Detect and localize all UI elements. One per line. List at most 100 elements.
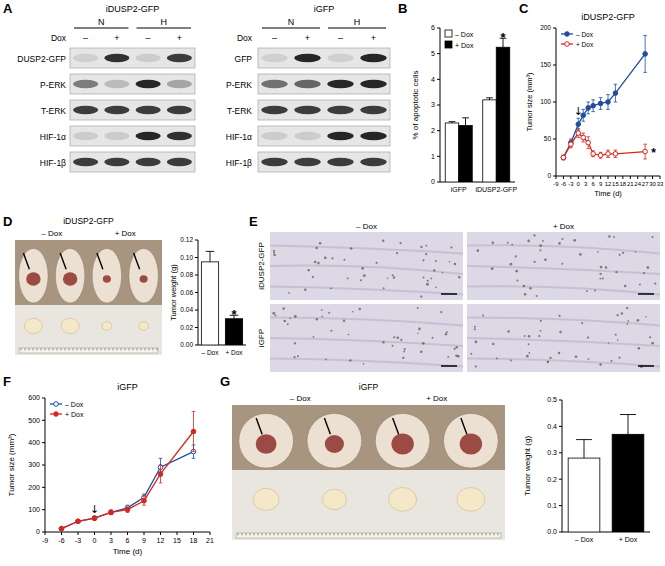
- tumor-in-situ: [26, 272, 40, 286]
- y-tick: [42, 509, 45, 510]
- marker: [606, 100, 611, 105]
- ruler-tick: [470, 533, 471, 536]
- ruler-tick: [494, 533, 495, 536]
- y-tick-label: 0.4: [547, 423, 557, 430]
- error-bar-cap: [569, 147, 573, 148]
- ruler-tick: [49, 348, 50, 351]
- error-bar: [576, 118, 580, 130]
- stained-nucleus: [599, 278, 601, 280]
- x-tick-label: iGFP: [451, 186, 467, 193]
- stained-nucleus: [458, 276, 460, 278]
- blot-band: [167, 80, 192, 88]
- ruler-tick: [474, 533, 475, 536]
- ruler-tick: [117, 348, 118, 351]
- ruler-tick: [81, 348, 82, 351]
- excised-tumor: [24, 318, 42, 333]
- stained-nucleus: [273, 250, 275, 252]
- stained-nucleus: [417, 332, 419, 334]
- ruler-tick: [278, 533, 279, 536]
- photo-arrow: [256, 418, 262, 434]
- condition-bar: [262, 28, 320, 29]
- y-tick: [195, 257, 198, 258]
- stained-nucleus: [600, 266, 603, 269]
- stained-nucleus: [317, 262, 320, 265]
- stained-nucleus: [613, 236, 615, 238]
- x-axis-label: Time (d): [113, 547, 143, 556]
- stained-nucleus: [579, 253, 582, 256]
- stained-nucleus: [363, 274, 366, 277]
- chart-title: iDUSP2-GFP: [581, 12, 635, 22]
- error-bar-cap: [206, 251, 215, 252]
- bar: [445, 123, 459, 182]
- treatment-start-arrow: ↓: [574, 105, 583, 118]
- blot-band: [294, 80, 320, 88]
- blot-row-label: T-ERK: [41, 106, 66, 116]
- y-axis-label: Tumor weight (g): [523, 436, 532, 497]
- error-bar-cap: [569, 140, 573, 141]
- excised-tumor: [61, 318, 79, 333]
- error-bar-cap: [643, 144, 647, 145]
- photo-arrow: [97, 253, 103, 269]
- ruler-tick: [442, 533, 443, 536]
- stained-nucleus: [383, 287, 385, 289]
- ruler-tick: [318, 533, 319, 536]
- stained-nucleus: [304, 289, 306, 291]
- photo-arrow: [60, 253, 66, 269]
- error-bar: [569, 140, 573, 147]
- x-tick: [608, 176, 609, 179]
- ruler-tick: [486, 533, 487, 536]
- ruler-tick: [446, 533, 447, 536]
- x-tick-label: 0: [93, 537, 97, 544]
- x-tick: [160, 532, 161, 535]
- legend-label: + Dox: [455, 42, 474, 49]
- blot-strip: [258, 100, 390, 120]
- stained-nucleus: [528, 352, 530, 354]
- stained-nucleus: [396, 252, 398, 254]
- stained-nucleus: [599, 363, 602, 366]
- y-tick-label: 0.02: [180, 324, 193, 331]
- error-bar-cap: [192, 411, 196, 412]
- y-axis-label: % of apoptotic cells: [411, 71, 420, 140]
- stained-nucleus: [361, 267, 364, 270]
- marker: [643, 52, 648, 57]
- ruler-tick: [482, 533, 483, 536]
- blot-row-label: HIF-1α: [40, 132, 66, 142]
- chart-title: iGFP: [117, 382, 138, 392]
- stained-nucleus: [643, 272, 645, 274]
- panel-letter: E: [249, 214, 258, 229]
- tissue-fiber: [270, 266, 463, 274]
- ruler-tick: [490, 533, 491, 536]
- stained-nucleus: [602, 278, 604, 280]
- stained-nucleus: [426, 283, 429, 286]
- blot-band: [327, 106, 353, 114]
- ruler-tick: [326, 533, 327, 536]
- ruler-tick: [270, 533, 271, 536]
- error-bar-cap: [569, 139, 573, 140]
- x-tick-label: – Dox: [575, 536, 594, 543]
- stained-nucleus: [425, 253, 427, 255]
- stained-nucleus: [282, 307, 285, 310]
- stained-nucleus: [350, 247, 353, 250]
- error-bar-cap: [159, 482, 163, 483]
- stained-nucleus: [528, 343, 530, 345]
- y-tick-label: 0.06: [180, 289, 193, 296]
- x-tick-label: 18: [620, 181, 627, 187]
- blot-band: [360, 80, 386, 88]
- bar: [225, 319, 242, 345]
- blot-row-label: P-ERK: [226, 80, 252, 90]
- stained-nucleus: [319, 242, 321, 244]
- blot-row-label: HIF-1β: [40, 158, 66, 168]
- error-bar-cap: [606, 157, 610, 158]
- error-bar-stem: [628, 415, 629, 435]
- stained-nucleus: [313, 336, 315, 338]
- error-bar: [591, 100, 595, 112]
- stained-nucleus: [515, 270, 518, 273]
- y-tick: [195, 240, 198, 241]
- x-tick: [622, 176, 623, 179]
- stained-nucleus: [328, 312, 330, 314]
- ruler-tick: [73, 348, 74, 351]
- photo-mice: [232, 405, 505, 470]
- ruler-tick: [354, 533, 355, 536]
- stained-nucleus: [287, 323, 289, 325]
- bar: [496, 47, 510, 182]
